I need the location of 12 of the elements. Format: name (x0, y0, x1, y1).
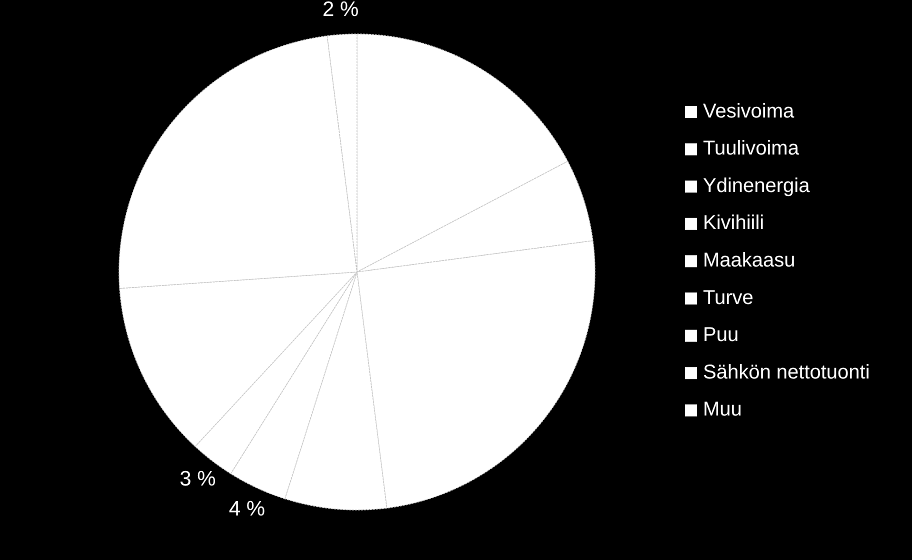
data-label: 2 % (322, 0, 359, 22)
legend-label: Ydinenergia (703, 174, 811, 197)
legend-label: Vesivoima (703, 100, 796, 122)
data-label: 3 % (180, 468, 216, 491)
data-label: 4 % (228, 497, 266, 520)
legend-label: Sähkön nettotuonti (703, 361, 870, 384)
legend-label: Turve (703, 286, 754, 309)
legend-label: Kivihiili (703, 212, 764, 234)
legend-label: Tuulivoima (703, 138, 800, 160)
legend-label: Maakaasu (703, 249, 796, 272)
legend-label: Muu (703, 398, 742, 421)
legend-label: Puu (703, 324, 739, 346)
